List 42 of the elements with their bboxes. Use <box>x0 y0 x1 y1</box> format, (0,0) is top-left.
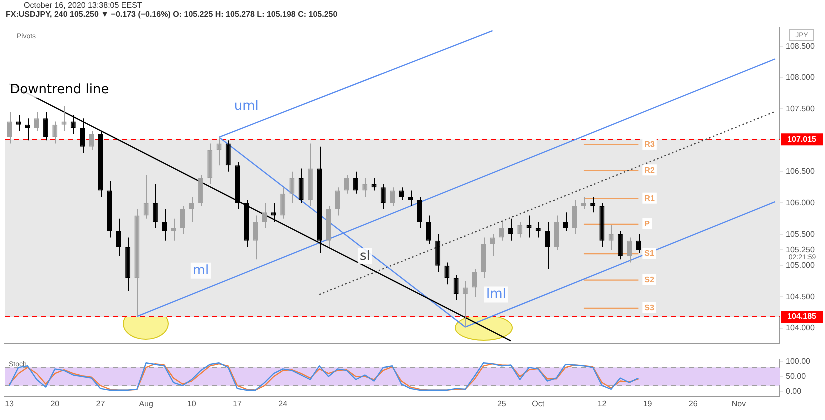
y-tick-label: 0.00 <box>786 387 802 396</box>
series-label: S1 <box>644 249 656 258</box>
x-tick-label: 10 <box>187 399 197 408</box>
y-tick-label: 105.250 <box>786 245 816 254</box>
y-tick-label: 104.500 <box>786 292 816 302</box>
y-tick-label: 100.00 <box>786 356 812 366</box>
x-tick-label: 19 <box>643 399 653 408</box>
series-label: R2 <box>644 166 656 175</box>
x-tick-label: 27 <box>96 399 106 408</box>
x-tick-label: 24 <box>278 399 288 408</box>
series-label: P <box>644 220 651 229</box>
y-tick-label: 105.000 <box>786 261 816 270</box>
y-tick-label: 106.500 <box>786 167 816 176</box>
y-tick-label: 104.000 <box>786 324 816 333</box>
chart-subtitle: FX:USDJPY, 240 105.250 ▼ −0.173 (−0.16%) O: 105.225 H: 105.278 L: 105.198 C: 105.250 <box>6 10 338 19</box>
x-tick-label: 13 <box>5 399 15 408</box>
series-label: S3 <box>644 304 656 313</box>
x-tick-label: 12 <box>598 399 608 408</box>
series-label: sl <box>360 248 370 264</box>
x-tick-label: 17 <box>233 399 242 408</box>
series-label: uml <box>234 99 259 114</box>
y-tick-label: 108.000 <box>786 73 816 82</box>
series-label: lml <box>486 287 506 302</box>
y-tick-label: 107.500 <box>786 104 816 114</box>
y-tick-label: 108.500 <box>786 42 816 51</box>
x-tick-label: Aug <box>139 399 154 408</box>
x-tick-label: 26 <box>688 399 698 408</box>
ref-line-label: 104.185 <box>788 312 818 322</box>
x-tick-label: Oct <box>532 399 546 408</box>
x-tick-label: Nov <box>732 399 746 408</box>
y-tick-label: 50.00 <box>786 372 807 381</box>
series-label: R1 <box>644 194 656 204</box>
series-label: Downtrend line <box>10 82 110 98</box>
x-tick-label: 25 <box>497 399 507 408</box>
series-label: R3 <box>644 140 656 150</box>
chart-title: October 16, 2020 13:38:05 EEST <box>23 1 144 10</box>
y-tick-label: 105.500 <box>786 230 816 239</box>
ref-line-label: 107.015 <box>788 134 818 144</box>
series-label: ml <box>192 263 210 278</box>
series-label: S2 <box>644 275 656 284</box>
x-tick-label: 20 <box>50 399 60 408</box>
y-tick-label: 106.000 <box>786 198 816 208</box>
